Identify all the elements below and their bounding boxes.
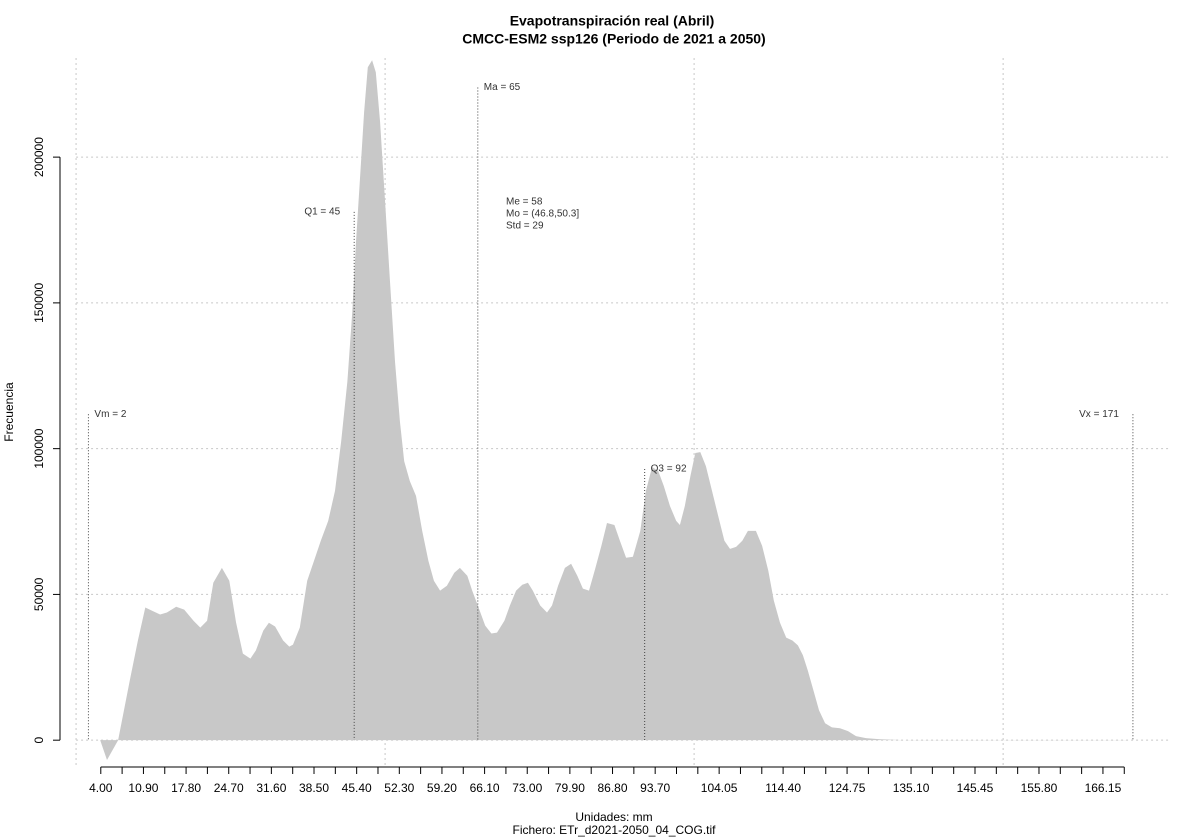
x-tick-label: 73.00 — [512, 781, 542, 795]
x-tick-label: 145.45 — [957, 781, 994, 795]
x-tick-label: 59.20 — [427, 781, 457, 795]
caption: Fichero: ETr_d2021-2050_04_COG.tif — [513, 823, 717, 837]
y-axis-label: Frecuencia — [2, 382, 16, 442]
x-tick-label: 24.70 — [214, 781, 244, 795]
y-tick-label: 150000 — [32, 283, 46, 323]
x-tick-label: 10.90 — [128, 781, 158, 795]
x-tick-label: 38.50 — [299, 781, 329, 795]
chart-title: Evapotranspiración real (Abril) — [510, 13, 715, 29]
x-tick-label: 93.70 — [640, 781, 670, 795]
y-tick-label: 50000 — [32, 577, 46, 611]
annotation-label: Q3 = 92 — [651, 464, 687, 475]
x-tick-label: 31.60 — [256, 781, 286, 795]
x-tick-label: 4.00 — [89, 781, 113, 795]
y-tick-label: 100000 — [32, 428, 46, 468]
annotation-label: Q1 = 45 — [304, 207, 340, 218]
x-tick-label: 52.30 — [384, 781, 414, 795]
stats-label: Mo = (46.8,50.3] — [506, 209, 579, 220]
x-tick-label: 66.10 — [470, 781, 500, 795]
x-tick-label: 155.80 — [1021, 781, 1058, 795]
x-axis-label: Unidades: mm — [575, 810, 652, 824]
x-tick-label: 79.90 — [555, 781, 585, 795]
chart-subtitle: CMCC-ESM2 ssp126 (Periodo de 2021 a 2050… — [462, 31, 765, 47]
x-tick-label: 114.40 — [765, 781, 801, 795]
x-tick-label: 124.75 — [829, 781, 866, 795]
y-tick-label: 0 — [32, 737, 46, 744]
annotation-label: Ma = 65 — [484, 82, 521, 93]
x-tick-label: 135.10 — [893, 781, 930, 795]
y-tick-label: 200000 — [32, 137, 46, 177]
annotation-label: Vm = 2 — [94, 409, 126, 420]
stats-label: Me = 58 — [506, 197, 543, 208]
x-tick-label: 104.05 — [701, 781, 738, 795]
x-tick-label: 86.80 — [598, 781, 628, 795]
area — [100, 60, 1129, 761]
x-tick-label: 45.40 — [342, 781, 372, 795]
x-tick-label: 17.80 — [171, 781, 201, 795]
stats-label: Std = 29 — [506, 221, 544, 232]
annotation-label: Vx = 171 — [1079, 409, 1119, 420]
x-tick-label: 166.15 — [1085, 781, 1122, 795]
